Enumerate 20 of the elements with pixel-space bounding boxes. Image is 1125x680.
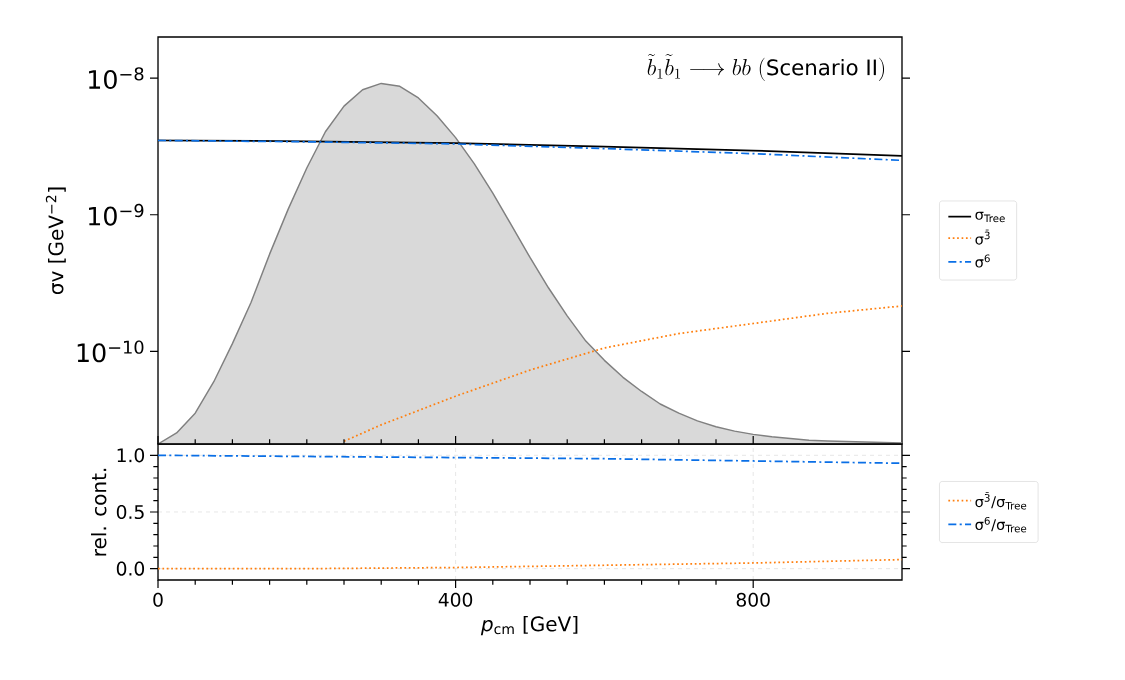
y-tick-label: 10$^{−8}$ <box>89 67 144 90</box>
y-tick-label: 0.0 <box>116 561 145 576</box>
y-tick-label: 10$^{−10}$ <box>77 340 144 363</box>
y-axis-title: rel. cont. <box>90 468 107 556</box>
y-tick-label: 1.0 <box>117 448 145 463</box>
legend-label: σ$^{6}$ <box>975 254 990 268</box>
x-tick-label: 800 <box>736 592 770 607</box>
y-tick-label: 0.5 <box>116 504 144 520</box>
line-series <box>158 139 902 162</box>
legend-label: σ$^{3̄}$ <box>975 229 990 245</box>
annotation: $\tilde{b}_1\tilde{b}_1\longrightarrow bb\ \mathrm{(Scenario\ II)}$ <box>647 53 885 81</box>
x-tick-label: 400 <box>438 592 473 607</box>
line-series <box>158 558 902 570</box>
y-axis-title: σv [GeV$^{−2}$] <box>45 187 66 295</box>
legend-label: σ$_{Tree}$ <box>975 211 1005 223</box>
legend-label: σ$^{3̄}$/σ$_{Tree}$ <box>975 492 1027 510</box>
x-tick-label: 0 <box>153 592 163 607</box>
y-tick-label: 10$^{−9}$ <box>89 203 144 226</box>
x-axis-title: p$_{cm}$ [GeV] <box>480 615 578 636</box>
legend-label: σ$^{6}$/σ$_{Tree}$ <box>975 516 1027 533</box>
